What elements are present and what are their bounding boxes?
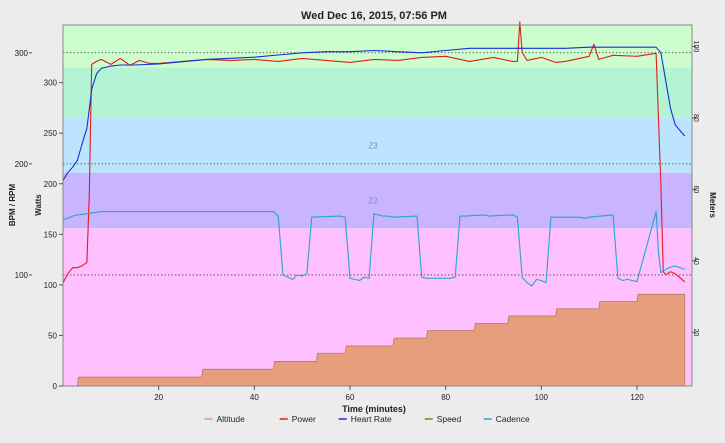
- meters-tick-label: 100: [692, 41, 699, 53]
- chart-title: Wed Dec 16, 2015, 07:56 PM: [301, 10, 447, 22]
- bpm-tick-label: 200: [15, 160, 29, 169]
- zone-label: Z2: [368, 196, 378, 205]
- series-cadence-line: [62, 211, 685, 287]
- zone-bands: Z2 Z3: [63, 25, 692, 386]
- legend: Altitude Power Heart Rate Speed Cadence: [204, 414, 530, 424]
- x-axis-label: Time (minutes): [342, 404, 406, 414]
- axes: 20 40 60 80 100 120 100 200 300 0 50 100 150 200 250 30…: [15, 24, 699, 402]
- legend-label-cadence: Cadence: [496, 414, 530, 424]
- x-tick-label: 60: [346, 393, 355, 402]
- watts-tick-label: 200: [44, 180, 58, 189]
- x-tick-label: 80: [441, 393, 450, 402]
- legend-label-heart-rate: Heart Rate: [351, 414, 392, 424]
- x-tick-label: 20: [154, 393, 163, 402]
- zone-band-3: [63, 118, 692, 173]
- y-axis-label-bpm-rpm: BPM / RPM: [8, 184, 17, 227]
- watts-tick-label: 150: [44, 230, 58, 239]
- legend-label-power: Power: [292, 414, 316, 424]
- bpm-tick-label: 100: [15, 271, 29, 280]
- zone-band-4: [63, 67, 692, 119]
- bpm-tick-label: 300: [15, 49, 29, 58]
- watts-tick-label: 0: [53, 382, 58, 391]
- x-tick-label: 120: [630, 393, 644, 402]
- series-altitude-area: [63, 293, 686, 387]
- legend-label-speed: Speed: [437, 414, 462, 424]
- watts-tick-label: 100: [44, 281, 58, 290]
- meters-tick-label: 80: [692, 114, 699, 122]
- zone-band-2: [63, 172, 692, 229]
- y-axis-label-watts: Watts: [34, 194, 43, 216]
- plot-frame: [62, 24, 693, 387]
- series-power-line: [62, 21, 686, 284]
- meters-tick-label: 60: [692, 186, 699, 194]
- watts-tick-label: 250: [44, 129, 58, 138]
- series-heart-rate-line: [62, 46, 686, 181]
- zone-band-5: [63, 25, 692, 68]
- x-tick-label: 40: [250, 393, 259, 402]
- legend-label-altitude: Altitude: [217, 414, 246, 424]
- meters-tick-label: 40: [692, 257, 699, 265]
- series-layer: [62, 21, 686, 387]
- zone-label: Z3: [368, 141, 378, 150]
- watts-tick-label: 50: [48, 331, 57, 340]
- y-axis-label-meters: Meters: [708, 192, 717, 218]
- x-tick-label: 100: [535, 393, 549, 402]
- watts-tick-label: 300: [44, 79, 58, 88]
- meters-tick-label: 20: [692, 328, 699, 336]
